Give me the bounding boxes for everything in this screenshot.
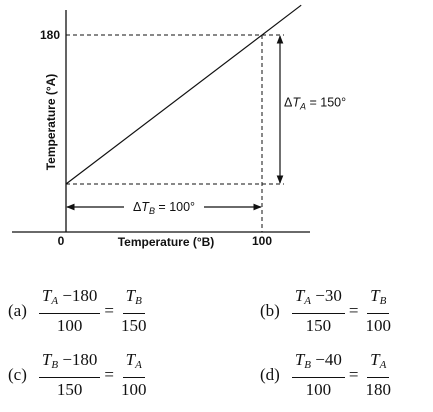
x-axis-label: Temperature (°B) bbox=[118, 235, 215, 249]
option-d[interactable]: (d) TB −40 100 = TA 180 bbox=[260, 350, 394, 400]
option-c-label: (c) bbox=[8, 365, 27, 384]
option-c-lhs: TB −180 150 bbox=[38, 350, 101, 400]
option-d-lhs: TB −40 100 bbox=[291, 350, 345, 400]
option-c[interactable]: (c) TB −180 150 = TA 100 bbox=[8, 350, 150, 400]
option-a-rhs: TB 150 bbox=[121, 286, 147, 335]
option-b-lhs: TA −30 150 bbox=[291, 286, 345, 336]
option-a-lhs: TA −180 100 bbox=[38, 286, 101, 336]
delta-a-label: ΔTA = 150° bbox=[284, 96, 346, 112]
y-tick-label: 180 bbox=[40, 28, 60, 42]
temperature-graph: 180 0 100 Temperature (°B) Temperature (… bbox=[12, 4, 346, 249]
option-b[interactable]: (b) TA −30 150 = TB 100 bbox=[260, 286, 394, 336]
x-tick-label-hundred: 100 bbox=[252, 234, 272, 248]
delta-b-label: ΔTB = 100° bbox=[133, 200, 195, 216]
option-b-label: (b) bbox=[260, 301, 280, 320]
option-c-rhs: TA 100 bbox=[121, 350, 147, 399]
option-d-label: (d) bbox=[260, 365, 280, 384]
option-b-rhs: TB 100 bbox=[365, 286, 391, 335]
option-a-label: (a) bbox=[8, 301, 27, 320]
series-line bbox=[65, 4, 302, 185]
x-tick-label-zero: 0 bbox=[58, 234, 65, 248]
y-axis-label: Temperature (°A) bbox=[44, 74, 58, 171]
option-a[interactable]: (a) TA −180 100 = TB 150 bbox=[8, 286, 150, 336]
option-d-rhs: TA 180 bbox=[365, 350, 391, 399]
